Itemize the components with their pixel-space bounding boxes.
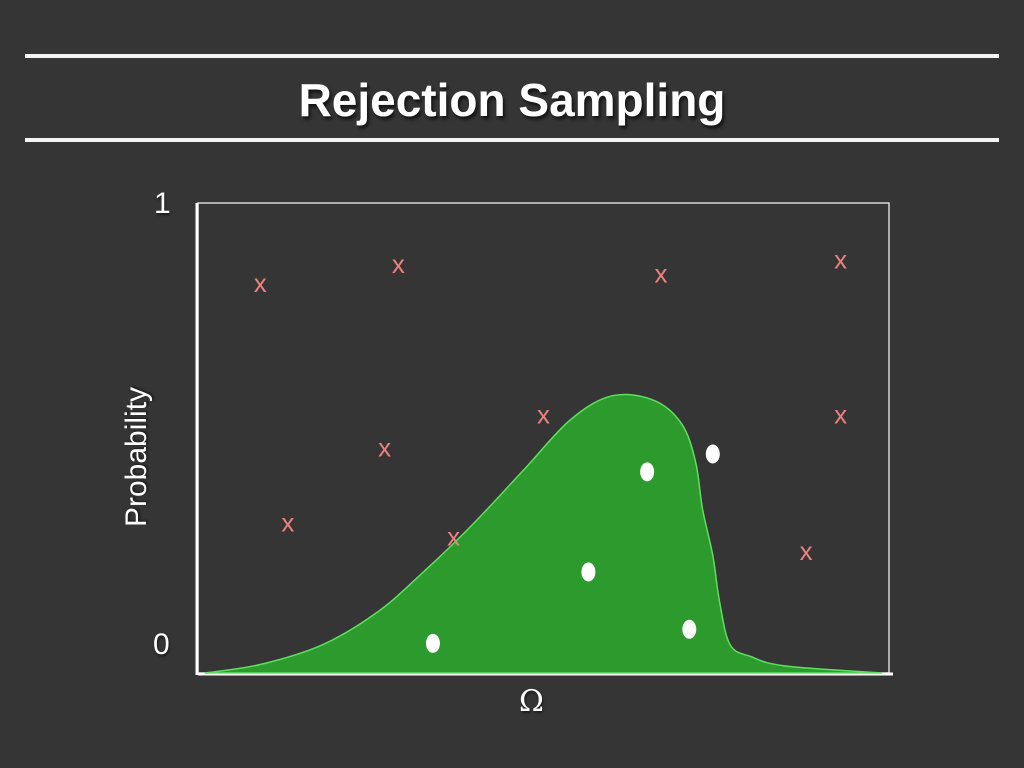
rejected-sample-mark-5: x bbox=[537, 400, 550, 430]
rejected-sample-mark-6: x bbox=[834, 400, 847, 430]
accepted-sample-point-5 bbox=[682, 619, 697, 639]
y-tick-label-max: 1 bbox=[154, 187, 171, 220]
rejected-sample-mark-3: x bbox=[654, 259, 667, 289]
rejected-sample-mark-9: x bbox=[447, 522, 460, 552]
rejected-sample-mark-2: x bbox=[392, 249, 405, 279]
y-tick-label-min: 0 bbox=[153, 628, 170, 661]
title-top-rule bbox=[25, 54, 999, 58]
accepted-sample-point-1 bbox=[425, 633, 440, 653]
rejected-sample-mark-7: x bbox=[378, 432, 391, 462]
accepted-sample-point-4 bbox=[705, 444, 720, 464]
rejected-sample-mark-4: x bbox=[834, 244, 847, 274]
sample-marks: x x x x x x x x x x bbox=[254, 244, 847, 653]
x-axis-label: Ω bbox=[519, 684, 544, 719]
rejected-sample-mark-8: x bbox=[281, 508, 294, 538]
rejected-sample-mark-1: x bbox=[254, 268, 267, 298]
rejected-sample-mark-10: x bbox=[800, 536, 813, 566]
slide-title: Rejection Sampling bbox=[298, 74, 726, 126]
accepted-sample-point-2 bbox=[581, 562, 596, 582]
accepted-sample-point-3 bbox=[640, 462, 655, 482]
target-density-area bbox=[204, 393, 883, 674]
title-bottom-rule bbox=[25, 138, 999, 142]
